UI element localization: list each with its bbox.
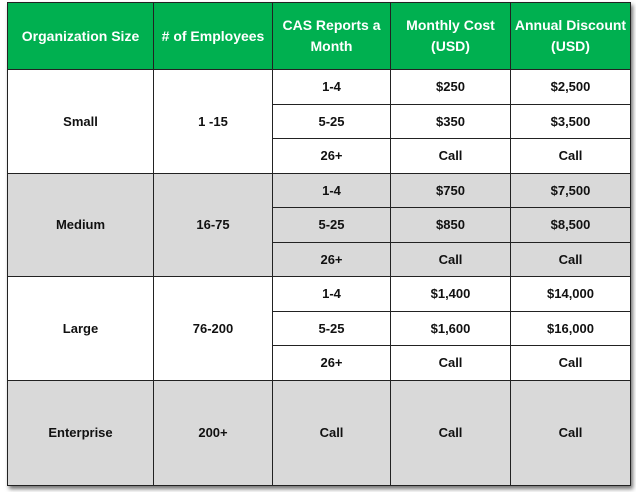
reports-per-month: 26+: [272, 345, 391, 381]
monthly-cost: Call: [390, 345, 511, 381]
pricing-table-frame: Organization Size # of Employees CAS Repor…: [7, 2, 631, 486]
monthly-cost: $1,600: [390, 310, 511, 346]
reports-per-month: 5-25: [272, 310, 391, 346]
table-row: 26+ Call Call: [8, 138, 631, 174]
table-row: Medium 16-75 1-4 $750 $7,500: [7, 172, 631, 277]
table-row: 26+ Call Call: [8, 241, 631, 277]
table-row: Large 76-200 1-4 $1,400 $14,000: [7, 276, 631, 381]
annual-discount: $14,000: [510, 276, 631, 312]
annual-discount: $8,500: [510, 207, 631, 243]
reports-per-month: 5-25: [272, 207, 391, 243]
annual-discount: $16,000: [510, 310, 631, 346]
reports-per-month: 1-4: [272, 172, 391, 208]
monthly-cost: $750: [390, 172, 511, 208]
table-row: 26+ Call Call: [8, 345, 631, 381]
employee-count: 16-75: [153, 172, 273, 277]
monthly-cost: Call: [390, 138, 511, 174]
table-body: Small 1 -15 1-4 $250 $2,500 5-25 $350 $3,500 26+…: [7, 69, 631, 486]
monthly-cost: $850: [390, 207, 511, 243]
employee-count: 1 -15: [153, 69, 273, 174]
organization-size: Large: [7, 276, 154, 381]
header-cell: CAS Reports a Month: [272, 2, 391, 70]
monthly-cost: $350: [390, 103, 511, 139]
employee-count: 76-200: [153, 276, 273, 381]
organization-size: Enterprise: [7, 379, 154, 486]
pricing-table: Organization Size # of Employees CAS Repor…: [7, 2, 631, 486]
header-cell: Monthly Cost (USD): [390, 2, 511, 70]
reports-per-month: 1-4: [272, 276, 391, 312]
annual-discount: Call: [510, 345, 631, 381]
annual-discount: $3,500: [510, 103, 631, 139]
organization-size: Small: [7, 69, 154, 174]
annual-discount: Call: [510, 241, 631, 277]
monthly-cost: Call: [390, 379, 511, 486]
annual-discount: $7,500: [510, 172, 631, 208]
header-row: Organization Size # of Employees CAS Repor…: [7, 2, 631, 70]
table-row: 5-25 $850 $8,500: [8, 207, 631, 243]
header-cell: Organization Size: [7, 2, 154, 70]
table-row: 5-25 $350 $3,500: [8, 103, 631, 139]
reports-per-month: 26+: [272, 241, 391, 277]
table-row: 5-25 $1,600 $16,000: [8, 310, 631, 346]
organization-size: Medium: [7, 172, 154, 277]
reports-per-month: Call: [272, 379, 391, 486]
table-row: Enterprise 200+ Call Call Call: [7, 379, 631, 486]
reports-per-month: 5-25: [272, 103, 391, 139]
header-cell: Annual Discount (USD): [510, 2, 631, 70]
annual-discount: $2,500: [510, 69, 631, 105]
table-row: Small 1 -15 1-4 $250 $2,500: [7, 69, 631, 174]
header-cell: # of Employees: [153, 2, 273, 70]
annual-discount: Call: [510, 138, 631, 174]
monthly-cost: Call: [390, 241, 511, 277]
reports-per-month: 26+: [272, 138, 391, 174]
monthly-cost: $1,400: [390, 276, 511, 312]
employee-count: 200+: [153, 379, 273, 486]
reports-per-month: 1-4: [272, 69, 391, 105]
monthly-cost: $250: [390, 69, 511, 105]
annual-discount: Call: [510, 379, 631, 486]
